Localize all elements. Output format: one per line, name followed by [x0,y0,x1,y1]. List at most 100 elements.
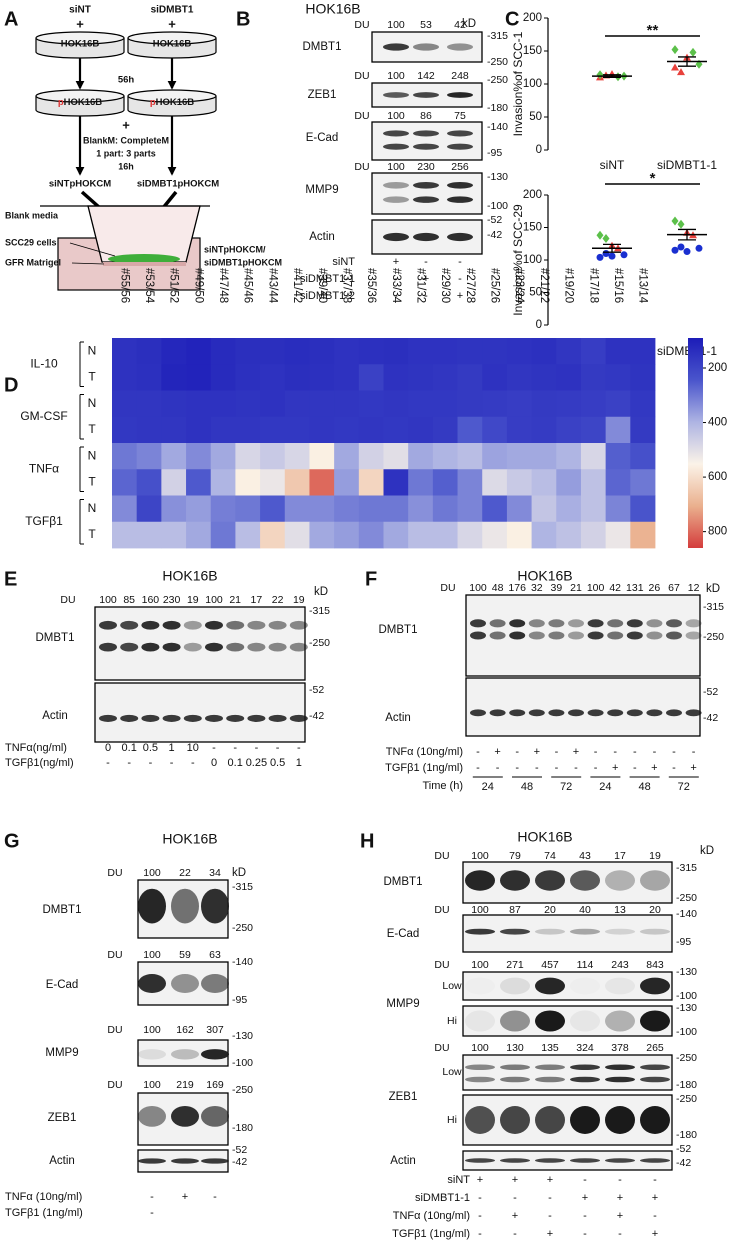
heatmap-cell [457,495,483,523]
du-value: 100 [587,582,605,594]
heatmap-cell [408,364,434,391]
du-value: 248 [451,70,469,82]
protein-label: Actin [42,710,68,722]
band [535,1076,565,1083]
row-label: T [88,527,96,541]
heatmap-cell [260,443,286,470]
du-value: 21 [229,594,241,606]
band [201,1049,229,1060]
du-value: 42 [454,19,466,31]
band [568,619,584,628]
heatmap-cell [457,443,483,470]
condition-value: - [548,1192,552,1204]
condition-value: 0.25 [246,757,267,769]
band [528,709,545,717]
heatmap-cell [334,390,360,418]
marker-label: -52 [232,1144,247,1156]
marker-label: -52 [487,214,502,226]
band [141,620,160,630]
condition-label: TNFα (10ng/ml) [386,746,463,758]
heatmap-cell [112,364,138,391]
band [605,977,635,995]
column-label: #13/14 [637,268,649,304]
band [447,182,473,189]
y-tick-label: 150 [523,45,542,57]
heatmap-cell [556,469,582,496]
band [183,620,202,630]
heatmap-cell [531,364,557,391]
heatmap-cell [186,364,212,391]
du-label: DU [434,1042,449,1054]
heatmap-cell [358,416,384,444]
transwell-label: siDMBT1pHOKCM [204,257,282,267]
band [640,1064,670,1071]
condition-value: + [690,762,696,774]
medium-label: siNTpHOKCM [49,179,111,190]
band [413,130,439,137]
heatmap-cell [432,364,458,391]
band [162,620,181,630]
condition-value: + [652,1192,658,1204]
heatmap-cell [210,364,236,391]
heatmap-cell [334,364,360,391]
heatmap-cell [136,443,162,470]
condition-value: + [512,1210,518,1222]
unit-label: kD [462,18,476,30]
heatmap-cell [260,390,286,418]
heatmap-cell [112,495,138,523]
heatmap-cell [334,495,360,523]
heatmap-cell [210,469,236,496]
time-value: 48 [521,781,533,793]
protein-label: DMBT1 [384,876,423,888]
column-label: #43/44 [266,268,278,304]
condition-value: + [652,1228,658,1240]
condition-value: - [613,746,617,758]
condition-value: + [612,762,618,774]
du-label: DU [434,959,449,971]
band [447,130,473,137]
band [570,928,600,935]
band [470,619,486,628]
condition-value: 0.1 [228,757,243,769]
heatmap-cell [260,521,286,549]
band [470,709,486,717]
dish-name: HOK16B [156,97,195,108]
condition-value: - [515,746,519,758]
heatmap-cell [235,521,261,549]
heatmap-cell [112,443,138,470]
condition-value: - [633,762,637,774]
marker-label: -52 [703,686,718,698]
heatmap-cell [161,416,187,444]
du-value: 43 [579,850,591,862]
band [413,43,439,51]
condition-value: 1 [169,742,175,754]
marker-label: -140 [232,956,253,968]
condition-label: siNT [447,1174,470,1186]
marker-label: -315 [703,601,724,613]
du-value: 17 [614,850,626,862]
band [268,620,287,630]
condition-label: TNFα (10ng/ml) [393,1210,470,1222]
heatmap-cell [457,364,483,391]
y-tick-label: 50 [529,287,542,299]
du-label: DU [354,110,369,122]
condition-value: - [692,746,696,758]
plus-sign: + [122,117,130,132]
band [489,631,506,640]
condition-value: - [583,1210,587,1222]
column-label: #55/56 [118,268,130,303]
heatmap-cell [112,521,138,549]
du-value: 42 [609,582,621,594]
condition-value: + [494,746,500,758]
marker-label: -180 [676,1129,697,1141]
heatmap-cell [580,469,607,496]
protein-label: ZEB1 [389,1091,418,1103]
heatmap-cell [580,495,607,523]
band [500,1158,530,1163]
band [413,196,439,203]
heatmap-cell [432,390,458,418]
colorbar-tick-label: 800 [708,526,727,538]
heatmap-cell [186,469,212,496]
heatmap-cell [556,338,582,365]
band [640,1076,670,1083]
